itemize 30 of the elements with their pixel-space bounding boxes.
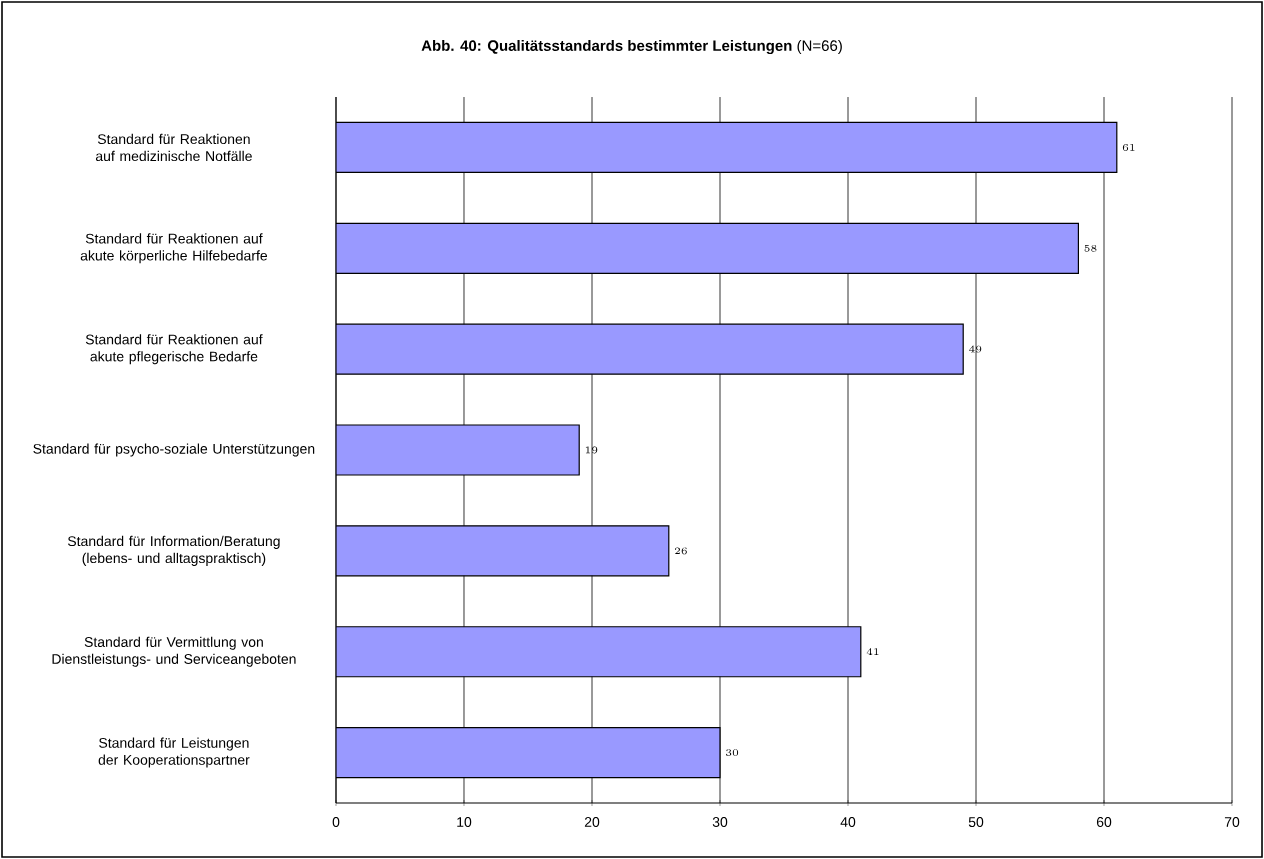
data-label: 49 bbox=[969, 345, 982, 353]
bar bbox=[336, 121, 1118, 174]
y-tick-label: Standard für Reaktionen auf akute körperliche Hilfebedarfe bbox=[80, 233, 268, 264]
x-tick-label: 0 bbox=[332, 817, 340, 827]
y-tick-label: Standard für psycho-soziale Unterstützungen bbox=[33, 443, 315, 457]
bar bbox=[336, 323, 964, 375]
bar bbox=[336, 424, 580, 476]
data-label: 41 bbox=[866, 648, 879, 655]
y-tick-label: Standard für Reaktionen auf akute pflegerische Bedarfe bbox=[85, 334, 263, 365]
data-label: 26 bbox=[674, 547, 687, 555]
x-tick-label: 70 bbox=[1224, 817, 1240, 827]
x-tick-label: 40 bbox=[840, 817, 856, 827]
x-tick-label: 60 bbox=[1096, 817, 1112, 827]
bar bbox=[336, 525, 670, 577]
y-tick-label: Standard für Leistungen der Kooperationspartner bbox=[98, 737, 250, 768]
data-label: 61 bbox=[1122, 144, 1135, 151]
x-tick-label: 50 bbox=[968, 817, 984, 827]
chart-title: Abb. 40: Qualitätsstandards bestimmter Leistungen (N=66) bbox=[421, 39, 842, 55]
x-tick-label: 30 bbox=[712, 817, 728, 827]
data-label: 19 bbox=[585, 446, 598, 454]
x-tick-label: 10 bbox=[457, 817, 472, 827]
y-tick-label: Standard für Vermittlung von Dienstleistungs- und Serviceangeboten bbox=[52, 636, 296, 667]
bar bbox=[336, 222, 1080, 274]
y-tick-label: Standard für Reaktionen auf medizinische Notfälle bbox=[95, 133, 252, 162]
data-label: 58 bbox=[1084, 244, 1097, 252]
bar bbox=[336, 626, 862, 678]
bar bbox=[336, 726, 721, 779]
data-label: 30 bbox=[726, 749, 739, 757]
y-tick-label: Standard für Information/Beratung (lebens- und alltagspraktisch) bbox=[67, 535, 280, 566]
x-tick-label: 20 bbox=[584, 817, 600, 827]
